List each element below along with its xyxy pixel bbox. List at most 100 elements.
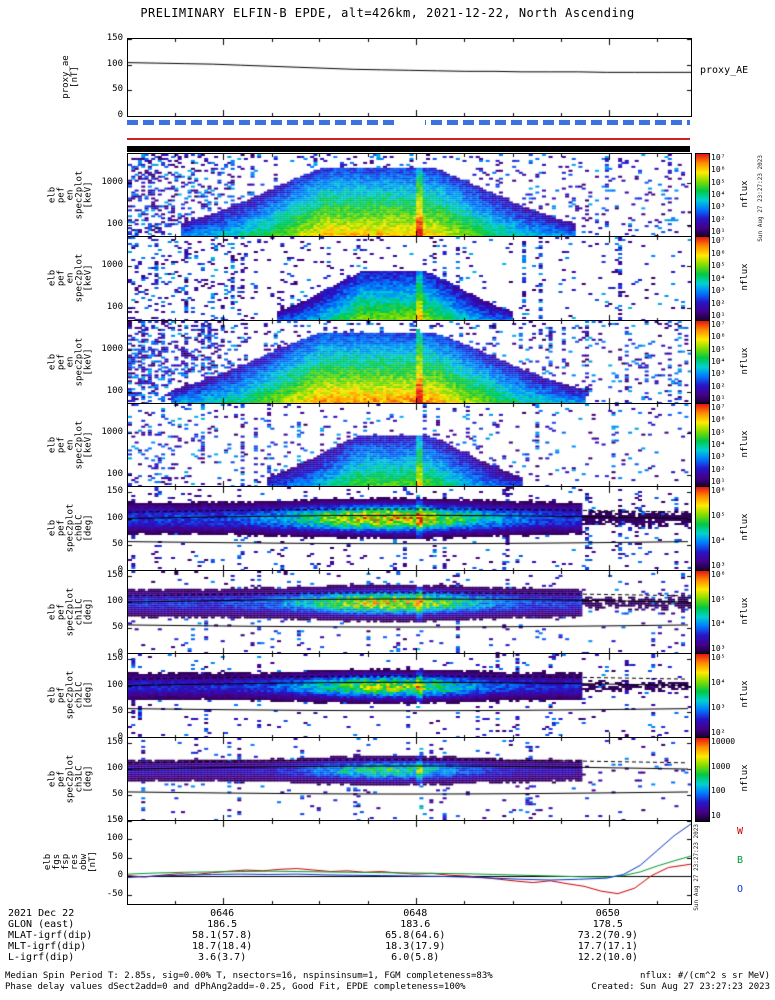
table-cell: 6.0(5.8)	[391, 952, 440, 963]
colorbar-tick-en-spec-a: 10⁶	[711, 165, 726, 175]
created-date-vertical-bottom: Sun Aug 27 23:27:23 2023	[693, 824, 700, 911]
footer-spin-info: Median Spin Period T: 2.85s, sig=0.00% T…	[5, 971, 493, 981]
colorbar-label-en-spec-c: nflux	[740, 346, 750, 375]
ylabel-ch1lc: elb pef spec2plot ch1LC [deg]	[48, 570, 94, 653]
ytick-ch1lc: 100	[106, 596, 123, 607]
colorbar-tick-ch1lc: 10³	[711, 644, 726, 653]
colorbar-tick-en-spec-c: 10¹	[711, 394, 726, 403]
colorbar-tick-ch0lc: 10³	[711, 561, 726, 570]
colorbar-tick-en-spec-c: 10³	[711, 369, 726, 379]
table-row-label: GLON (east)	[8, 919, 75, 930]
colorbar-ch1lc	[695, 570, 710, 655]
colorbar-tick-ch3lc: 10000	[711, 737, 736, 746]
panel-en-spec-b	[127, 236, 692, 322]
colorbar-tick-ch2lc: 10²	[711, 728, 726, 737]
colorbar-tick-en-spec-c: 10⁶	[711, 332, 726, 342]
colorbar-label-en-spec-b: nflux	[740, 263, 750, 291]
ytick-ch2lc: 0	[117, 732, 123, 742]
ylabel-text-ch3lc: elb pef spec2plot ch3LC [deg]	[47, 754, 94, 803]
table-cell: 73.2(70.9)	[577, 930, 638, 941]
ytick-ch2lc: 100	[106, 679, 123, 690]
colorbar-label-ch0lc: nflux	[740, 513, 750, 541]
colorbar-tick-en-spec-a: 10⁴	[711, 190, 726, 199]
ytick-ch1lc: 0	[117, 648, 123, 658]
ytick-obw: 100	[106, 833, 123, 844]
colorbar-tick-en-spec-c: 10⁵	[711, 344, 726, 354]
ch0lc-canvas	[128, 487, 691, 571]
colorbar-tick-ch2lc: 10⁵	[711, 653, 726, 662]
panel-en-spec-a	[127, 153, 692, 238]
table-cell: 18.3(17.9)	[385, 941, 446, 952]
ytick-obw: -50	[106, 888, 123, 899]
colorbar-tick-en-spec-b: 10²	[711, 298, 726, 308]
colorbar-tick-en-spec-c: 10⁷	[711, 320, 726, 329]
colorbar-ch2lc	[695, 653, 710, 739]
ytick-proxy-ae: 0	[117, 110, 123, 120]
colorbar-tick-ch0lc: 10⁶	[711, 486, 726, 495]
colorbar-tick-ch3lc: 1000	[711, 761, 731, 771]
colorbar-tick-en-spec-b: 10⁵	[711, 261, 726, 270]
colorbar-tick-en-spec-d: 10¹	[711, 477, 726, 486]
ytick-ch2lc: 150	[106, 653, 123, 664]
table-cell: 0648	[403, 908, 428, 919]
colorbar-tick-en-spec-a: 10⁷	[711, 153, 726, 162]
colorbar-en-spec-a	[695, 153, 710, 238]
colorbar-tick-ch3lc: 10	[711, 811, 721, 820]
colorbar-tick-en-spec-b: 10⁷	[711, 236, 726, 245]
ytick-ch1lc: 50	[112, 622, 123, 633]
panel-obw	[127, 820, 692, 905]
en-spec-a-canvas	[128, 154, 691, 237]
ytick-ch3lc: 150	[106, 737, 123, 748]
panel-en-spec-c	[127, 320, 692, 405]
colorbar-tick-en-spec-d: 10³	[711, 452, 726, 462]
table-cell: 58.1(57.8)	[192, 930, 253, 941]
ch2lc-canvas	[128, 654, 691, 738]
ytick-en-spec-d: 100	[106, 468, 123, 479]
colorbar-en-spec-c	[695, 320, 710, 405]
footer-units-label: nflux: #/(cm^2 s sr MeV)	[639, 971, 770, 981]
ytick-ch3lc: 0	[117, 815, 123, 825]
table-cell: 0650	[595, 908, 620, 919]
ytick-en-spec-d: 1000	[101, 427, 123, 437]
table-row-label: MLAT-igrf(dip)	[8, 930, 93, 941]
plot-title: PRELIMINARY ELFIN-B EPDE, alt=426km, 202…	[140, 6, 635, 20]
footer-phase-info: Phase delay values dSect2add=0 and dPhAn…	[5, 982, 466, 992]
ytick-en-spec-c: 100	[106, 385, 123, 396]
ytick-en-spec-b: 100	[106, 302, 123, 313]
en-spec-b-canvas	[128, 237, 691, 321]
ylabel-en-spec-d: elb pef en spec2plot [keV]	[48, 403, 94, 486]
ylabel-en-spec-c: elb pef en spec2plot [keV]	[48, 320, 94, 403]
ylabel-text-en-spec-c: elb pef en spec2plot [keV]	[47, 337, 94, 386]
colorbar-tick-en-spec-d: 10⁴	[711, 440, 726, 449]
ylabel-text-en-spec-a: elb pef en spec2plot [keV]	[47, 170, 94, 219]
obw-legend-w: W	[737, 826, 744, 837]
colorbar-tick-en-spec-d: 10⁷	[711, 403, 726, 412]
table-row-label: MLT-igrf(dip)	[8, 941, 87, 952]
en-spec-c-canvas	[128, 321, 691, 404]
colorbar-label-ch2lc: nflux	[740, 680, 750, 708]
table-cell: 183.6	[400, 919, 431, 930]
ylabel-text-en-spec-b: elb pef en spec2plot [keV]	[47, 253, 94, 303]
table-cell: 3.6(3.7)	[198, 952, 247, 963]
ylabel-text-ch0lc: elb pef spec2plot ch0LC [deg]	[47, 503, 94, 553]
panel-ch3lc	[127, 737, 692, 822]
ylabel-proxy-ae: proxy_ae [nT]	[48, 38, 94, 115]
ytick-ch2lc: 50	[112, 705, 123, 716]
colorbar-tick-ch2lc: 10³	[711, 703, 726, 712]
ylabel-text-ch1lc: elb pef spec2plot ch1LC [deg]	[47, 587, 94, 636]
colorbar-tick-ch3lc: 100	[711, 786, 726, 796]
table-cell: 65.8(64.6)	[385, 930, 446, 941]
ytick-ch0lc: 0	[117, 565, 123, 575]
colorbar-tick-ch0lc: 10⁵	[711, 511, 726, 520]
status-line-red	[127, 138, 690, 140]
table-cell: 12.2(10.0)	[577, 952, 638, 963]
panel-ch1lc	[127, 570, 692, 655]
ytick-ch0lc: 50	[112, 538, 123, 549]
colorbar-tick-ch1lc: 10⁶	[711, 570, 726, 579]
table-cell: 18.7(18.4)	[192, 941, 253, 952]
panel-ch2lc	[127, 653, 692, 739]
ylabel-text-ch2lc: elb pef spec2plot ch2LC [deg]	[47, 670, 94, 720]
colorbar-tick-en-spec-b: 10³	[711, 286, 726, 295]
table-row-label: L-igrf(dip)	[8, 952, 75, 963]
